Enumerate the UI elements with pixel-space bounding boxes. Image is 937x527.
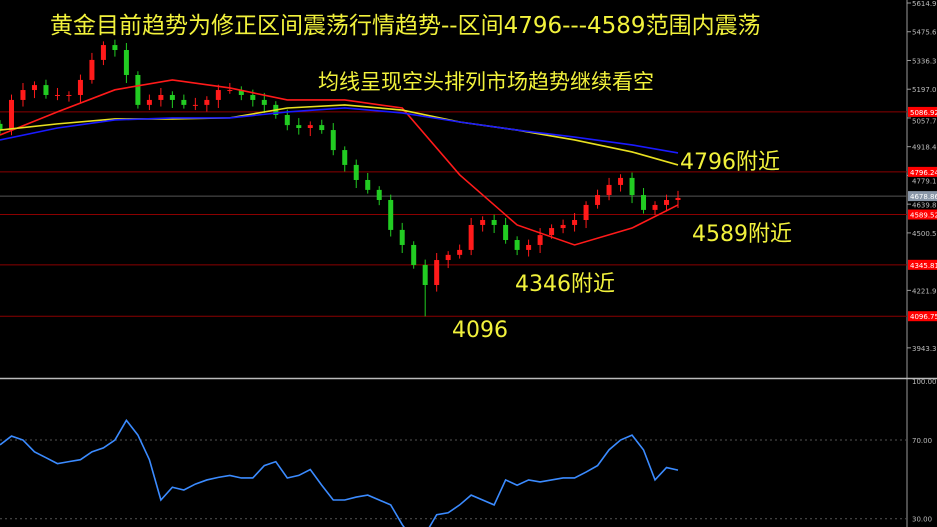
indicator-tick-label: 30.00 xyxy=(912,516,932,524)
candle-body xyxy=(8,99,14,131)
level-4346-annotation: 4346附近 xyxy=(515,272,615,297)
moving-average-line-2 xyxy=(0,107,679,154)
indicator-tick-label: 100.00 xyxy=(912,378,937,386)
indicator-line xyxy=(0,418,679,527)
price-level-label: 4589.52 xyxy=(910,212,937,220)
price-level-label: 4796.24 xyxy=(910,169,937,177)
current-price-label-bg xyxy=(908,191,937,202)
moving-average-line-0 xyxy=(0,79,679,246)
candle-body xyxy=(526,244,532,250)
candle-body xyxy=(43,85,49,95)
candle-body xyxy=(422,264,428,285)
candle-body xyxy=(491,220,497,225)
candle-body xyxy=(365,179,371,190)
candle-body xyxy=(549,228,555,236)
candle-body xyxy=(112,45,118,51)
candle-body xyxy=(215,90,221,100)
y-tick-label: 3943.30 xyxy=(912,345,937,353)
candle-body xyxy=(169,94,175,100)
candle-body xyxy=(296,125,302,128)
candle-body xyxy=(572,220,578,225)
candle-body xyxy=(20,90,26,100)
y-tick-label: 5336.30 xyxy=(912,57,937,65)
y-tick-label: 4779.10 xyxy=(912,177,937,185)
price-level-label-bg xyxy=(908,106,937,117)
y-tick-label: 4918.40 xyxy=(912,144,937,152)
y-tick-label: 5197.00 xyxy=(912,86,937,94)
price-level-label: 4345.81 xyxy=(910,262,937,270)
candle-body xyxy=(54,94,60,96)
candle-body xyxy=(583,204,589,221)
candle-body xyxy=(388,199,394,230)
candle-body xyxy=(0,123,3,131)
candle-body xyxy=(250,94,256,100)
y-tick-label: 5057.70 xyxy=(912,117,937,125)
candle-body xyxy=(204,99,210,105)
candle-body xyxy=(146,99,152,105)
candle-body xyxy=(100,45,106,60)
candle-body xyxy=(664,199,670,205)
candle-body xyxy=(434,260,440,285)
y-tick-label: 4639.80 xyxy=(912,202,937,210)
candle-body xyxy=(342,150,348,165)
chart-title-annotation: 黄金目前趋势为修正区间震荡行情趋势--区间4796---4589范围内震荡 xyxy=(50,13,761,39)
candle-body xyxy=(227,90,233,92)
candle-body xyxy=(468,224,474,250)
y-tick-label: 4221.90 xyxy=(912,287,937,295)
moving-average-line-1 xyxy=(0,104,679,166)
candle-body xyxy=(480,220,486,225)
candle-body xyxy=(330,130,336,151)
y-tick-label: 4500.50 xyxy=(912,230,937,238)
candle-body xyxy=(618,177,624,185)
candle-body xyxy=(457,249,463,255)
candle-body xyxy=(181,99,187,105)
candle-body xyxy=(31,85,37,91)
level-4589-annotation: 4589附近 xyxy=(692,222,792,247)
current-price-label: 4678.86 xyxy=(910,193,937,201)
level-4796-annotation: 4796附近 xyxy=(680,150,780,175)
candle-body xyxy=(238,90,244,95)
candle-body xyxy=(675,197,681,200)
candle-body xyxy=(503,224,509,241)
candle-body xyxy=(66,94,72,96)
candle-body xyxy=(307,125,313,128)
candle-body xyxy=(560,224,566,229)
candle-body xyxy=(77,79,83,95)
candle-body xyxy=(192,104,198,106)
ma-annotation: 均线呈现空头排列市场趋势继续看空 xyxy=(318,70,654,94)
price-level-label-bg xyxy=(908,259,937,270)
candle-body xyxy=(261,99,267,105)
price-level-label-bg xyxy=(908,311,937,322)
candle-body xyxy=(445,254,451,261)
candle-body xyxy=(89,59,95,80)
candle-body xyxy=(514,240,520,250)
price-level-label: 4096.75 xyxy=(910,313,937,321)
indicator-tick-label: 70.00 xyxy=(912,437,932,445)
y-tick-label: 5614.90 xyxy=(912,0,937,8)
candle-body xyxy=(595,195,601,205)
y-tick-label: 5475.60 xyxy=(912,29,937,37)
candle-body xyxy=(353,164,359,180)
candle-body xyxy=(319,125,325,131)
candle-body xyxy=(652,204,658,210)
candle-body xyxy=(411,244,417,265)
candle-body xyxy=(376,189,382,200)
price-level-label-bg xyxy=(908,166,937,177)
candle-body xyxy=(284,115,290,126)
candle-body xyxy=(641,195,647,210)
price-level-label-bg xyxy=(908,209,937,220)
low-4096-annotation: 4096 xyxy=(452,318,508,343)
candle-body xyxy=(629,177,635,196)
candle-body xyxy=(123,50,129,75)
candle-body xyxy=(158,94,164,100)
candle-body xyxy=(399,229,405,245)
candle-body xyxy=(606,184,612,196)
candle-body xyxy=(537,235,543,245)
candle-body xyxy=(135,74,141,105)
price-level-label: 5086.92 xyxy=(910,109,937,117)
